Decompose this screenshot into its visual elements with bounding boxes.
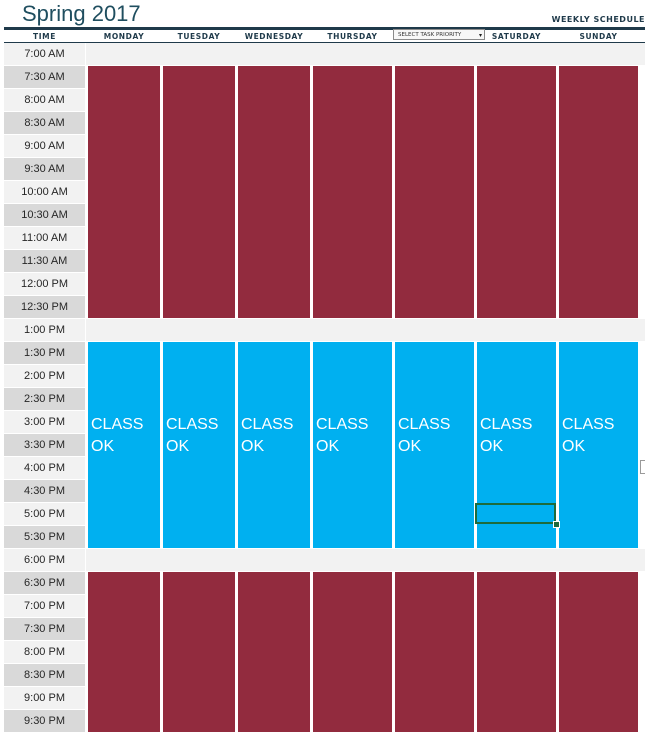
morning-block-thursday[interactable] <box>313 66 392 318</box>
morning-block-friday[interactable] <box>395 66 474 318</box>
empty-row-band[interactable] <box>86 319 645 341</box>
schedule-grid: 7:00 AM 7:30 AM 8:00 AM 8:30 AM 9:00 AM 9:30 … <box>0 43 645 733</box>
time-label: 12:30 PM <box>4 296 85 318</box>
header-row: TIME MONDAY TUESDAY WEDNESDAY THURSDAY SATURD… <box>0 30 645 43</box>
time-label: 4:00 PM <box>4 457 85 479</box>
class-label-line2: OK <box>562 438 586 455</box>
evening-block-saturday[interactable] <box>477 572 556 732</box>
time-label: 2:00 PM <box>4 365 85 387</box>
time-label: 8:30 AM <box>4 112 85 134</box>
class-label: CLASS OK <box>166 414 218 458</box>
time-label: 3:30 PM <box>4 434 85 456</box>
class-label-line2: OK <box>316 438 340 455</box>
class-label: CLASS OK <box>316 414 368 458</box>
class-block-friday[interactable]: CLASS OK <box>395 342 474 548</box>
header-divider <box>4 42 645 43</box>
scrollbar-handle[interactable] <box>640 460 645 474</box>
column-header-monday: MONDAY <box>103 32 145 41</box>
class-label-line1: CLASS <box>91 416 144 433</box>
column-header-thursday: THURSDAY <box>327 32 378 41</box>
class-label-line2: OK <box>241 438 265 455</box>
time-label: 6:30 PM <box>4 572 85 594</box>
class-label: CLASS OK <box>241 414 293 458</box>
morning-block-tuesday[interactable] <box>163 66 235 318</box>
task-priority-value: SELECT TASK PRIORITY <box>398 32 462 38</box>
class-label-line2: OK <box>166 438 190 455</box>
empty-row-band[interactable] <box>86 549 645 571</box>
schedule-subtitle: WEEKLY SCHEDULE <box>551 15 645 24</box>
time-label: 9:00 PM <box>4 687 85 709</box>
time-label: 8:30 PM <box>4 664 85 686</box>
evening-block-thursday[interactable] <box>313 572 392 732</box>
class-label-line2: OK <box>91 438 115 455</box>
class-label-line1: CLASS <box>562 416 615 433</box>
time-label: 1:00 PM <box>4 319 85 341</box>
class-block-sunday[interactable]: CLASS OK <box>559 342 638 548</box>
time-label: 9:30 AM <box>4 158 85 180</box>
time-label: 11:30 AM <box>4 250 85 272</box>
time-label: 4:30 PM <box>4 480 85 502</box>
time-label: 8:00 AM <box>4 89 85 111</box>
class-block-saturday[interactable]: CLASS OK <box>477 342 556 548</box>
evening-block-sunday[interactable] <box>559 572 638 732</box>
class-label-line1: CLASS <box>316 416 369 433</box>
time-label: 5:00 PM <box>4 503 85 525</box>
class-block-monday[interactable]: CLASS OK <box>88 342 160 548</box>
evening-block-friday[interactable] <box>395 572 474 732</box>
time-label: 6:00 PM <box>4 549 85 571</box>
morning-block-wednesday[interactable] <box>238 66 310 318</box>
class-label: CLASS OK <box>398 414 450 458</box>
time-label: 12:00 PM <box>4 273 85 295</box>
time-label: 7:00 AM <box>4 43 85 65</box>
column-header-saturday: SATURDAY <box>491 32 542 41</box>
time-label: 7:00 PM <box>4 595 85 617</box>
morning-block-saturday[interactable] <box>477 66 556 318</box>
empty-row-band[interactable] <box>86 43 645 65</box>
time-label: 10:30 AM <box>4 204 85 226</box>
time-label: 5:30 PM <box>4 526 85 548</box>
class-label: CLASS OK <box>480 414 532 458</box>
class-block-wednesday[interactable]: CLASS OK <box>238 342 310 548</box>
time-label: 7:30 AM <box>4 66 85 88</box>
evening-block-monday[interactable] <box>88 572 160 732</box>
time-label: 10:00 AM <box>4 181 85 203</box>
task-priority-select[interactable]: SELECT TASK PRIORITY ▾ <box>393 29 485 40</box>
time-label: 11:00 AM <box>4 227 85 249</box>
class-label-line1: CLASS <box>480 416 533 433</box>
time-label: 8:00 PM <box>4 641 85 663</box>
class-label-line1: CLASS <box>398 416 451 433</box>
title-divider <box>4 27 645 30</box>
class-label-line2: OK <box>480 438 504 455</box>
class-label-line1: CLASS <box>166 416 219 433</box>
column-header-time: TIME <box>33 32 56 41</box>
morning-block-monday[interactable] <box>88 66 160 318</box>
column-header-sunday: SUNDAY <box>579 32 618 41</box>
evening-block-wednesday[interactable] <box>238 572 310 732</box>
class-label: CLASS OK <box>91 414 143 458</box>
selected-cell[interactable] <box>475 503 556 524</box>
class-label: CLASS OK <box>562 414 614 458</box>
dropdown-arrow-icon[interactable]: ▾ <box>478 32 482 39</box>
class-label-line2: OK <box>398 438 422 455</box>
class-block-thursday[interactable]: CLASS OK <box>313 342 392 548</box>
evening-block-tuesday[interactable] <box>163 572 235 732</box>
page-title: Spring 2017 <box>22 1 141 26</box>
column-header-wednesday: WEDNESDAY <box>244 32 304 41</box>
time-label: 9:30 PM <box>4 710 85 732</box>
morning-block-sunday[interactable] <box>559 66 638 318</box>
class-label-line1: CLASS <box>241 416 294 433</box>
class-block-tuesday[interactable]: CLASS OK <box>163 342 235 548</box>
time-label: 3:00 PM <box>4 411 85 433</box>
fill-handle[interactable] <box>553 521 560 528</box>
time-label: 2:30 PM <box>4 388 85 410</box>
time-label: 7:30 PM <box>4 618 85 640</box>
time-label: 9:00 AM <box>4 135 85 157</box>
column-header-tuesday: TUESDAY <box>177 32 221 41</box>
time-label: 1:30 PM <box>4 342 85 364</box>
